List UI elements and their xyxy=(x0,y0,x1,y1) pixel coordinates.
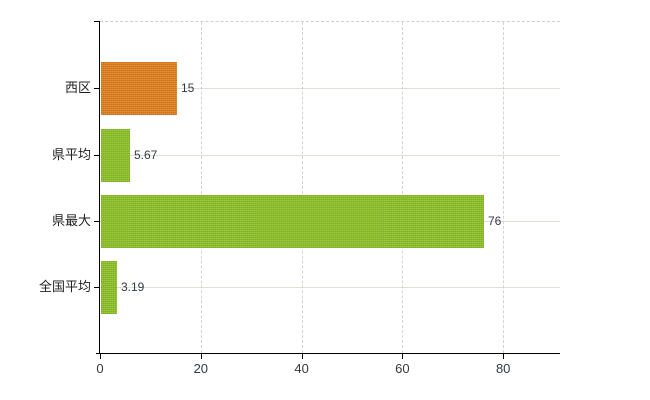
axis-tick xyxy=(402,354,404,359)
axis-tick xyxy=(301,354,303,359)
gridline-vertical xyxy=(200,22,202,353)
x-tick-label: 40 xyxy=(294,361,309,376)
y-axis-line xyxy=(99,21,100,354)
gridline-horizontal xyxy=(100,155,560,156)
x-tick-label: 0 xyxy=(96,361,104,376)
axis-tick xyxy=(94,155,99,156)
x-tick-label: 20 xyxy=(193,361,209,376)
plot-top-border xyxy=(100,21,560,22)
category-label: 県最大 xyxy=(51,213,91,228)
axis-tick xyxy=(503,354,505,359)
bar-value-label: 5.67 xyxy=(134,148,158,162)
bar xyxy=(101,195,484,248)
x-tick-label: 80 xyxy=(495,361,511,376)
bar-value-label: 15 xyxy=(181,81,195,95)
bar xyxy=(101,62,177,115)
x-axis-line xyxy=(96,353,560,354)
bar-value-label: 3.19 xyxy=(121,280,145,294)
gridline-horizontal xyxy=(100,287,560,288)
bar-value-label: 76 xyxy=(488,214,502,228)
axis-tick xyxy=(94,88,99,89)
axis-tick xyxy=(94,287,99,288)
axis-tick xyxy=(94,21,99,22)
category-label: 県平均 xyxy=(51,147,91,162)
axis-tick xyxy=(100,354,101,359)
category-label: 西区 xyxy=(64,80,91,95)
axis-tick xyxy=(94,221,99,222)
x-tick-label: 60 xyxy=(395,361,410,376)
bar xyxy=(101,129,130,182)
gridline-vertical xyxy=(503,22,505,353)
category-label: 全国平均 xyxy=(38,279,91,294)
gridline-horizontal xyxy=(100,88,560,89)
axis-tick xyxy=(200,354,202,359)
gridline-vertical xyxy=(402,22,404,353)
gridline-vertical xyxy=(301,22,303,353)
bar xyxy=(101,261,117,314)
